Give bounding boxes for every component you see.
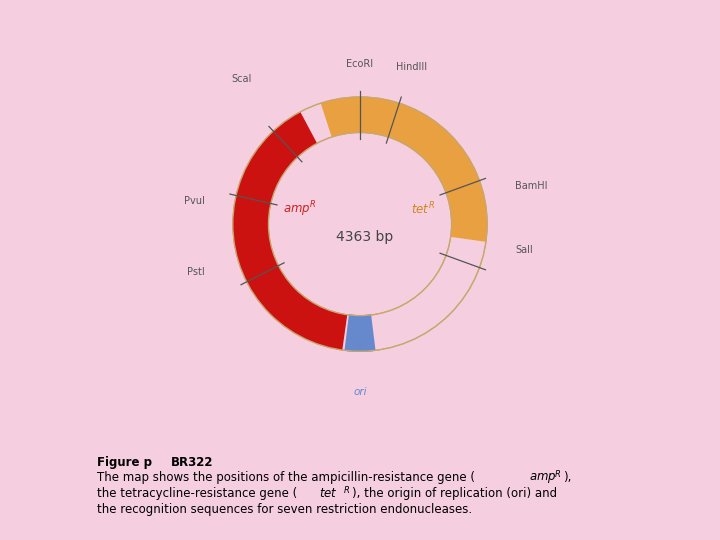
Text: BamHI: BamHI [515, 181, 548, 191]
Polygon shape [320, 97, 487, 242]
Text: SalI: SalI [515, 245, 533, 254]
Text: $amp$: $amp$ [529, 471, 557, 485]
Text: $tet$: $tet$ [319, 487, 338, 500]
Text: 4363 bp: 4363 bp [336, 230, 394, 244]
Text: $R$: $R$ [343, 484, 350, 495]
Text: ), the origin of replication (ori) and: ), the origin of replication (ori) and [352, 487, 557, 500]
Text: The map shows the positions of the ampicillin-resistance gene (: The map shows the positions of the ampic… [97, 471, 475, 484]
Text: $amp^R$: $amp^R$ [284, 199, 317, 219]
Text: the tetracycline-resistance gene (: the tetracycline-resistance gene ( [97, 487, 297, 500]
Text: EcoRI: EcoRI [346, 59, 374, 69]
Text: ScaI: ScaI [232, 74, 252, 84]
Text: ori: ori [354, 387, 366, 397]
Text: the recognition sequences for seven restriction endonucleases.: the recognition sequences for seven rest… [97, 503, 472, 516]
Text: PvuI: PvuI [184, 196, 205, 206]
Text: $tet^R$: $tet^R$ [411, 200, 436, 217]
Text: ),: ), [563, 471, 572, 484]
Polygon shape [233, 112, 347, 350]
Text: BR322: BR322 [171, 456, 214, 469]
Text: $R$: $R$ [554, 468, 561, 479]
Text: PstI: PstI [187, 267, 205, 278]
Text: Figure p: Figure p [97, 456, 152, 469]
Text: HindIII: HindIII [395, 62, 427, 71]
Polygon shape [344, 314, 376, 352]
